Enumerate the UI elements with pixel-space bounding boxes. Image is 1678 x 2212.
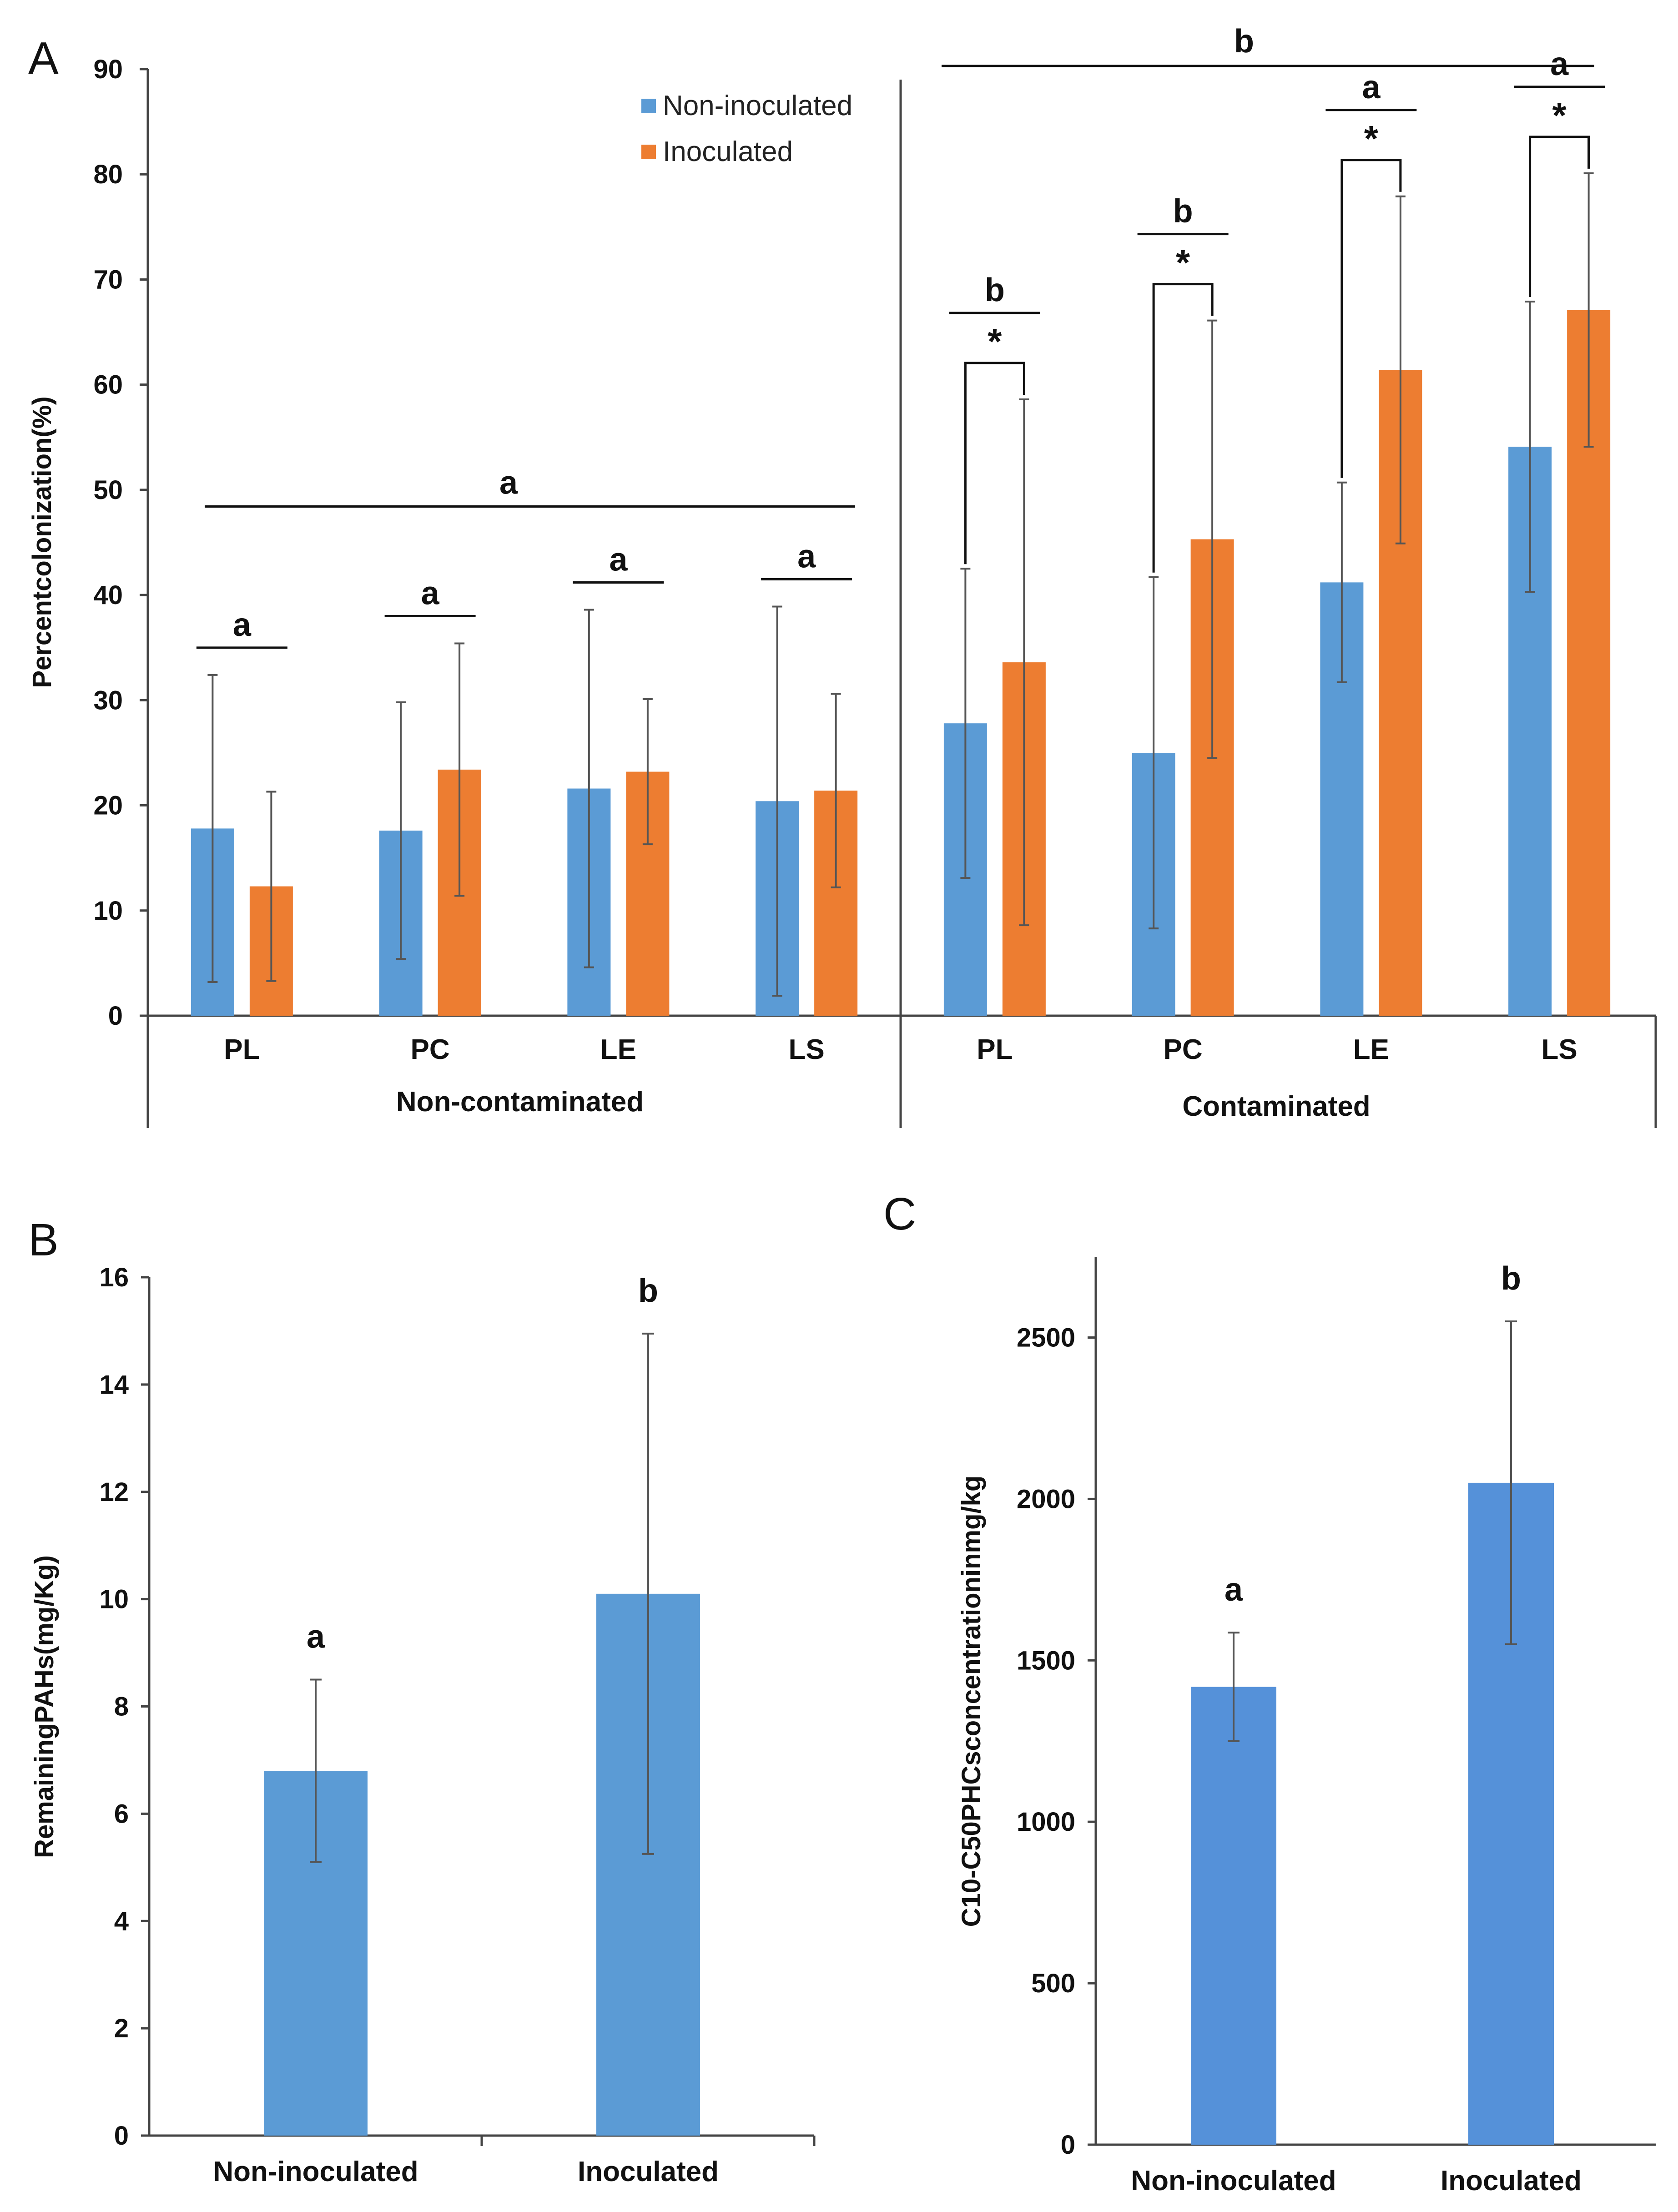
significance-bracket [1152, 283, 1214, 573]
y-tick-label: 60 [93, 370, 123, 400]
category-label: Inoculated [578, 2156, 719, 2187]
y-tick-label: 2500 [1017, 1323, 1075, 1352]
group-overall-letter: a [499, 465, 518, 501]
significance-bracket [1340, 159, 1402, 478]
y-tick-label: 6 [114, 1799, 129, 1829]
significance-bracket [1529, 136, 1590, 297]
significance-letter: a [307, 1619, 325, 1655]
y-tick-label: 8 [114, 1692, 129, 1722]
category-label: PL [224, 1034, 260, 1065]
group-label-non-contaminated: Non-contaminated [396, 1086, 644, 1118]
y-tick-label: 4 [114, 1906, 129, 1936]
y-tick-label: 40 [93, 580, 123, 610]
group-label-contaminated: Contaminated [1182, 1091, 1370, 1122]
y-tick-label: 0 [114, 2121, 129, 2151]
significance-letter: a [1362, 69, 1381, 106]
panel-a-y-label: Percentcolonization(%) [27, 396, 57, 688]
legend-label-inoculated: Inoculated [663, 136, 793, 167]
significance-star: * [1364, 118, 1379, 159]
y-tick-label: 1000 [1017, 1807, 1075, 1837]
legend-swatch-inoculated [641, 145, 656, 159]
y-tick-label: 10 [93, 896, 123, 926]
significance-letter: b [985, 272, 1005, 308]
significance-star: * [1176, 242, 1190, 283]
category-label: LE [600, 1034, 636, 1065]
y-tick-label: 500 [1031, 1969, 1075, 1998]
y-tick-label: 10 [99, 1585, 129, 1614]
y-tick-label: 14 [99, 1370, 129, 1400]
y-tick-label: 50 [93, 475, 123, 505]
group-overall-letter: b [1234, 23, 1254, 60]
y-tick-label: 12 [99, 1477, 129, 1507]
y-tick-label: 0 [108, 1001, 123, 1031]
panel-a-letter: A [28, 33, 59, 84]
panel-b-y-label: RemainingPAHs(mg/Kg) [30, 1555, 59, 1858]
significance-letter: a [797, 539, 816, 575]
y-tick-label: 20 [93, 791, 123, 821]
legend-swatch-non-inoculated [641, 99, 656, 113]
bar-non-inoculated [1191, 1687, 1276, 2145]
category-label: LE [1353, 1034, 1389, 1065]
category-label: LS [789, 1034, 825, 1065]
panel-c-y-label: C10-C50PHCsconcentrationinmg/kg [957, 1476, 986, 1927]
significance-letter: a [1224, 1572, 1243, 1608]
significance-letter: a [609, 541, 628, 578]
significance-letter: b [638, 1273, 658, 1309]
significance-letter: a [233, 607, 252, 643]
significance-bracket [964, 362, 1025, 564]
category-label: LS [1542, 1034, 1577, 1065]
y-tick-label: 80 [93, 160, 123, 189]
y-tick-label: 1500 [1017, 1646, 1075, 1675]
significance-letter: a [1550, 46, 1569, 82]
category-label: Inoculated [1441, 2165, 1582, 2197]
category-label: PC [1164, 1034, 1203, 1065]
significance-star: * [988, 321, 1002, 362]
significance-letter: a [421, 575, 440, 611]
y-tick-label: 90 [93, 55, 123, 84]
category-label: Non-inoculated [213, 2156, 418, 2187]
panel-a-chart: 0 10 20 30 40 50 60 70 80 90 PL a PC a LE a LS a PL * b PC * b L… [93, 23, 1611, 1065]
panel-c-chart: 0 500 1000 1500 2000 2500 a Non-inoculated b Inoc… [1017, 1260, 1582, 2197]
panel-b-letter: B [28, 1214, 59, 1265]
y-tick-label: 0 [1061, 2130, 1075, 2160]
category-label: PL [977, 1034, 1013, 1065]
significance-star: * [1552, 95, 1567, 136]
panel-b-chart: 0 2 4 6 8 10 12 14 16 a Non-inoculated b Inoculated [99, 1263, 719, 2187]
category-label: Non-inoculated [1131, 2165, 1336, 2197]
category-label: PC [411, 1034, 450, 1065]
y-tick-label: 2 [114, 2014, 129, 2043]
significance-letter: b [1501, 1260, 1521, 1297]
legend-label-non-inoculated: Non-inoculated [663, 90, 852, 121]
panel-c-letter: C [883, 1189, 916, 1240]
y-tick-label: 2000 [1017, 1484, 1075, 1514]
y-tick-label: 70 [93, 265, 123, 294]
y-tick-label: 16 [99, 1263, 129, 1292]
significance-letter: b [1173, 193, 1193, 230]
y-tick-label: 30 [93, 685, 123, 715]
